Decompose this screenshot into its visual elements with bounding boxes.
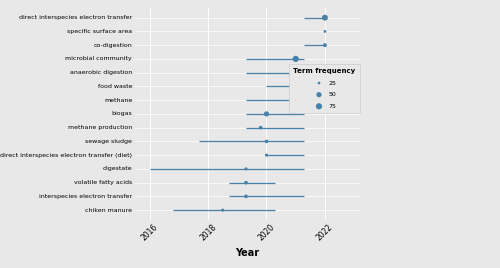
Point: [292, 84, 300, 88]
Point: [256, 125, 264, 130]
Point: [292, 98, 300, 102]
Point: [242, 194, 250, 199]
Point: [321, 43, 329, 47]
Point: [242, 167, 250, 171]
Point: [218, 208, 226, 212]
Point: [262, 139, 270, 144]
Point: [292, 57, 300, 61]
Point: [292, 70, 300, 75]
Point: [242, 180, 250, 185]
Point: [262, 112, 270, 116]
Point: [262, 153, 270, 157]
Point: [321, 16, 329, 20]
Legend: 25, 50, 75: 25, 50, 75: [289, 64, 360, 113]
Point: [321, 29, 329, 34]
X-axis label: Year: Year: [236, 248, 260, 258]
